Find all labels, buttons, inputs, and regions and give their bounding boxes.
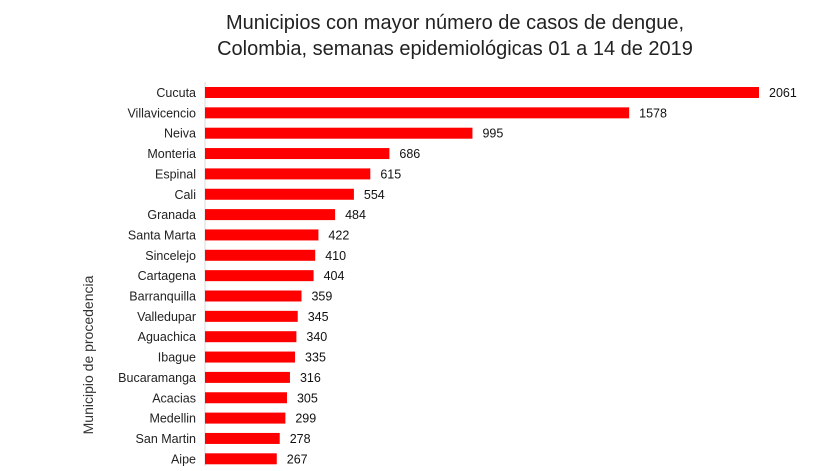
chart-title: Municipios con mayor número de casos de … (195, 10, 715, 62)
category-label: Acacias (152, 391, 196, 405)
category-label: Cartagena (138, 269, 196, 283)
bar (205, 412, 286, 424)
value-label: 484 (345, 208, 366, 222)
bar (205, 168, 371, 180)
bar (205, 371, 290, 383)
bar (205, 310, 298, 322)
bar (205, 270, 314, 282)
bar (205, 290, 302, 302)
bar (205, 351, 296, 363)
bar (205, 127, 473, 139)
category-label: Barranquilla (129, 290, 196, 304)
category-label: Espinal (155, 167, 196, 181)
category-label: Neiva (164, 127, 196, 141)
category-label: San Martin (136, 432, 196, 446)
bar (205, 107, 630, 119)
bar (205, 87, 759, 98)
chart-title-line-2: Colombia, semanas epidemiológicas 01 a 1… (217, 38, 693, 60)
category-label: Sincelejo (145, 249, 196, 263)
bar (205, 188, 354, 200)
category-label: Monteria (147, 147, 196, 161)
bar (205, 148, 390, 160)
value-label: 995 (482, 127, 503, 141)
value-label: 422 (328, 228, 349, 242)
category-label: Bucaramanga (118, 371, 196, 385)
bar (205, 392, 287, 404)
value-label: 2061 (769, 86, 797, 100)
category-label: Cucuta (156, 86, 196, 100)
y-axis-title: Municipio de procedencia (80, 275, 96, 434)
category-label: Medellin (149, 412, 196, 426)
value-label: 267 (287, 452, 308, 466)
category-label: Aipe (171, 452, 196, 466)
value-label: 299 (295, 412, 316, 426)
bar (205, 229, 319, 241)
value-label: 1578 (639, 106, 667, 120)
value-label: 359 (311, 290, 332, 304)
bar (205, 249, 316, 261)
value-label: 615 (380, 167, 401, 181)
value-label: 340 (306, 330, 327, 344)
category-label: Cali (174, 188, 196, 202)
value-label: 410 (325, 249, 346, 263)
bar (205, 432, 280, 444)
value-label: 335 (305, 351, 326, 365)
category-label: Aguachica (138, 330, 196, 344)
bars-group: Cucuta 2061 Villavicencio 1578 Neiva 995 Monte… (118, 86, 797, 466)
category-label: Villavicencio (127, 106, 196, 120)
value-label: 345 (308, 310, 329, 324)
value-label: 305 (297, 391, 318, 405)
value-label: 686 (399, 147, 420, 161)
category-label: Granada (147, 208, 196, 222)
value-label: 278 (290, 432, 311, 446)
chart-title-line-1: Municipios con mayor número de casos de … (225, 12, 685, 34)
category-label: Ibague (158, 351, 196, 365)
bar (205, 209, 336, 221)
category-label: Santa Marta (128, 228, 196, 242)
bar (205, 331, 297, 343)
category-label: Valledupar (137, 310, 196, 324)
bar (205, 453, 277, 465)
value-label: 404 (324, 269, 345, 283)
value-label: 554 (364, 188, 385, 202)
value-label: 316 (300, 371, 321, 385)
